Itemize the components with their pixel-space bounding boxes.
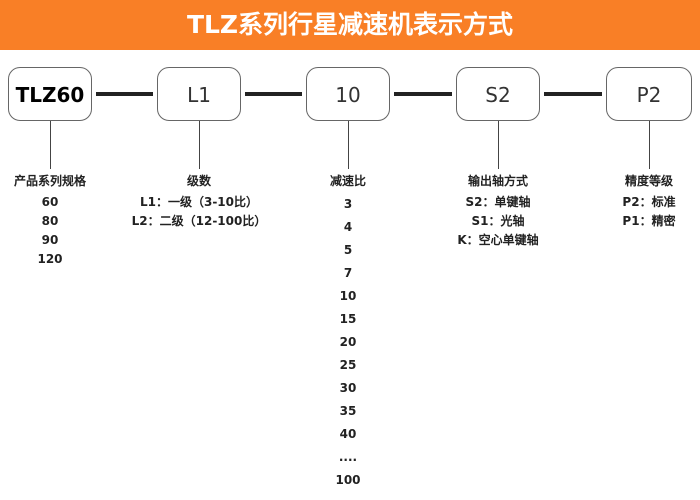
legend-item: 3 xyxy=(343,197,353,211)
connector-line xyxy=(544,92,602,96)
code-box-stage: L1 xyxy=(157,67,241,121)
legend-item: 100 xyxy=(335,473,361,487)
legend-item: P2：标准 xyxy=(622,195,676,209)
legend-item: P1：精密 xyxy=(622,214,676,228)
legend-item: 25 xyxy=(339,358,357,372)
legend-item: L2：二级（12-100比） xyxy=(131,214,267,228)
legend-item: 15 xyxy=(339,312,357,326)
connector-line xyxy=(96,92,153,96)
legend-item: 35 xyxy=(339,404,357,418)
code-box-output-shaft: S2 xyxy=(456,67,540,121)
code-box-precision: P2 xyxy=(606,67,692,121)
connector-line xyxy=(394,92,452,96)
legend-item: 30 xyxy=(339,381,357,395)
legend-item: 90 xyxy=(41,233,59,247)
page-title: TLZ系列行星减速机表示方式 xyxy=(0,0,700,50)
code-box-ratio: 10 xyxy=(306,67,390,121)
leader-line xyxy=(498,121,499,169)
legend-series: 产品系列规格 60 80 90 120 xyxy=(0,172,150,269)
leader-line xyxy=(199,121,200,169)
leader-line xyxy=(348,121,349,169)
legend-item: 10 xyxy=(339,289,357,303)
legend-item: 5 xyxy=(343,243,353,257)
legend-item: 80 xyxy=(41,214,59,228)
legend-item: 4 xyxy=(343,220,353,234)
legend-item: 7 xyxy=(343,266,353,280)
legend-item: 60 xyxy=(41,195,59,209)
legend-stage: 级数 L1：一级（3-10比） L2：二级（12-100比） xyxy=(99,172,299,231)
legend-item: 120 xyxy=(37,252,63,266)
code-box-series: TLZ60 xyxy=(8,67,92,121)
legend-output-shaft: 输出轴方式 S2：单键轴 S1：光轴 K：空心单键轴 xyxy=(398,172,598,250)
connector-line xyxy=(245,92,302,96)
legend-ratio: 减速比 3 4 5 7 10 15 20 25 30 35 40.... 100 xyxy=(248,172,448,492)
legend-title: 输出轴方式 xyxy=(467,174,528,188)
legend-item: K：空心单键轴 xyxy=(457,233,539,247)
legend-precision: 精度等级 P2：标准 P1：精密 xyxy=(549,172,700,231)
leader-line xyxy=(649,121,650,169)
legend-item: L1：一级（3-10比） xyxy=(139,195,259,209)
legend-item: 20 xyxy=(339,335,357,349)
legend-title: 级数 xyxy=(186,174,211,188)
legend-title: 产品系列规格 xyxy=(13,174,86,188)
leader-line xyxy=(50,121,51,169)
legend-item: .... xyxy=(338,450,358,464)
legend-item: S2：单键轴 xyxy=(465,195,531,209)
legend-item: 40 xyxy=(339,427,357,441)
legend-title: 精度等级 xyxy=(624,174,673,188)
legend-item: S1：光轴 xyxy=(471,214,525,228)
legend-title: 减速比 xyxy=(329,174,366,188)
